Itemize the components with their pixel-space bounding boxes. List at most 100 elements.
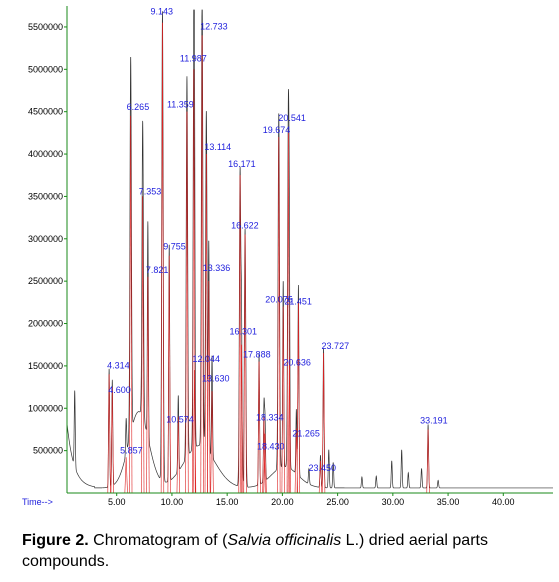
- integration-mark: [168, 255, 171, 494]
- integration-mark: [243, 234, 246, 494]
- peak-label: 7.821: [146, 265, 169, 275]
- y-tick-label: 2000000: [28, 319, 63, 329]
- y-tick-label: 3500000: [28, 191, 63, 201]
- figure-label: Figure 2.: [22, 532, 89, 549]
- integration-mark: [207, 281, 210, 494]
- trace-layer: [66, 9, 553, 494]
- integration-mark: [244, 234, 247, 494]
- integration-mark: [194, 370, 197, 494]
- x-tick-label: 25.00: [326, 497, 349, 507]
- integration-mark: [278, 137, 281, 494]
- x-tick-label: 15.00: [216, 497, 239, 507]
- integration-mark: [160, 22, 163, 494]
- integration-mark: [426, 429, 429, 494]
- peak-label: 17.888: [243, 350, 271, 360]
- peak-label: 20.541: [278, 113, 306, 123]
- integration-mark: [263, 433, 266, 494]
- integration-mark: [176, 416, 179, 494]
- y-tick-label: 5000000: [28, 64, 63, 74]
- integration-mark: [129, 115, 131, 494]
- integration-mark: [277, 137, 280, 494]
- peak-label: 20.636: [283, 357, 311, 367]
- integration-mark: [141, 196, 143, 494]
- peak-label: 12.044: [193, 354, 221, 364]
- peak-label: 13.336: [203, 263, 231, 273]
- integration-mark: [206, 154, 208, 494]
- peak-label: 18.430: [257, 442, 285, 452]
- integration-mark: [201, 35, 204, 494]
- integration-mark: [289, 357, 292, 494]
- peak-label: 9.755: [163, 242, 186, 252]
- x-tick-label: 10.00: [161, 497, 184, 507]
- peak-label: 9.143: [150, 7, 173, 17]
- integration-mark: [200, 35, 203, 494]
- integration-mark: [108, 374, 111, 494]
- integration-mark: [111, 387, 114, 494]
- integration-mark: [241, 344, 244, 494]
- integration-mark: [298, 302, 301, 494]
- peak-label: 20.075: [265, 295, 293, 305]
- peak-label: 4.600: [108, 385, 131, 395]
- integration-mark: [264, 433, 267, 494]
- peak-label: 19.674: [263, 125, 291, 135]
- integration-mark: [142, 196, 145, 494]
- peak-label: 16.171: [228, 159, 256, 169]
- integration-mark: [258, 361, 261, 494]
- peak-label: 11.987: [180, 53, 207, 63]
- integration-mark: [238, 175, 241, 494]
- peak-label: 10.574: [166, 415, 194, 425]
- axis-layer: 500000 1000000 1500000 2000000 2500000 300000…: [22, 6, 553, 507]
- integration-mark: [262, 416, 265, 494]
- x-axis-label: Time-->: [22, 497, 53, 507]
- integration-mark: [107, 374, 110, 494]
- integration-mark: [124, 457, 127, 494]
- integration-mark: [427, 429, 430, 494]
- integration-mark: [281, 306, 284, 494]
- x-tick-label: 35.00: [437, 497, 460, 507]
- integration-mark: [282, 306, 285, 494]
- peak-label: 13.114: [204, 142, 231, 152]
- integration-mark: [167, 255, 170, 494]
- y-tick-label: 4000000: [28, 149, 63, 159]
- integration-mark: [239, 344, 242, 494]
- integration-mark: [146, 276, 149, 494]
- integration-mark: [321, 353, 324, 494]
- integration-mark: [186, 111, 189, 494]
- y-tick-label: 500000: [33, 446, 63, 456]
- peak-label: 33.191: [420, 415, 448, 425]
- integration-mark: [110, 387, 113, 494]
- integration-mark: [320, 460, 323, 494]
- peak-label: 13.630: [202, 373, 230, 383]
- chromatogram-chart: 500000 1000000 1500000 2000000 2500000 300000…: [22, 6, 553, 507]
- caption-species: Salvia officinalis: [227, 532, 342, 549]
- peak-label: 4.314: [107, 360, 130, 370]
- peak-label: 16.301: [230, 327, 258, 337]
- peak-label-layer: 4.314 4.600 5.857 6.265 7.353 7.821 9.143 9.755…: [107, 7, 447, 473]
- integration-mark: [177, 416, 180, 494]
- integration-mark: [147, 276, 150, 494]
- integration-mark: [162, 22, 165, 494]
- peak-label: 7.353: [139, 186, 162, 196]
- peak-label: 11.359: [167, 100, 194, 110]
- integration-mark: [208, 281, 211, 494]
- x-tick-label: 5.00: [108, 497, 126, 507]
- integration-mark: [288, 132, 290, 494]
- integration-mark: [130, 115, 133, 494]
- peak-label: 16.622: [231, 221, 259, 231]
- y-tick-label: 4500000: [28, 107, 63, 117]
- y-tick-label: 1000000: [28, 403, 63, 413]
- peak-label: 23.450: [308, 463, 336, 473]
- y-tick-label: 3000000: [28, 234, 63, 244]
- integration-mark: [192, 370, 195, 494]
- integration-mark: [323, 353, 326, 494]
- peak-label: 23.727: [322, 341, 350, 351]
- integration-mark: [296, 302, 299, 494]
- peak-label: 21.265: [292, 429, 320, 439]
- caption-text-before: Chromatogram of (: [88, 532, 228, 549]
- integration-mark: [294, 428, 297, 494]
- integration-mark: [286, 132, 289, 494]
- integration-mark: [318, 460, 321, 494]
- x-tick-label: 30.00: [382, 497, 405, 507]
- integration-mark: [204, 154, 207, 494]
- integration-mark: [239, 175, 242, 494]
